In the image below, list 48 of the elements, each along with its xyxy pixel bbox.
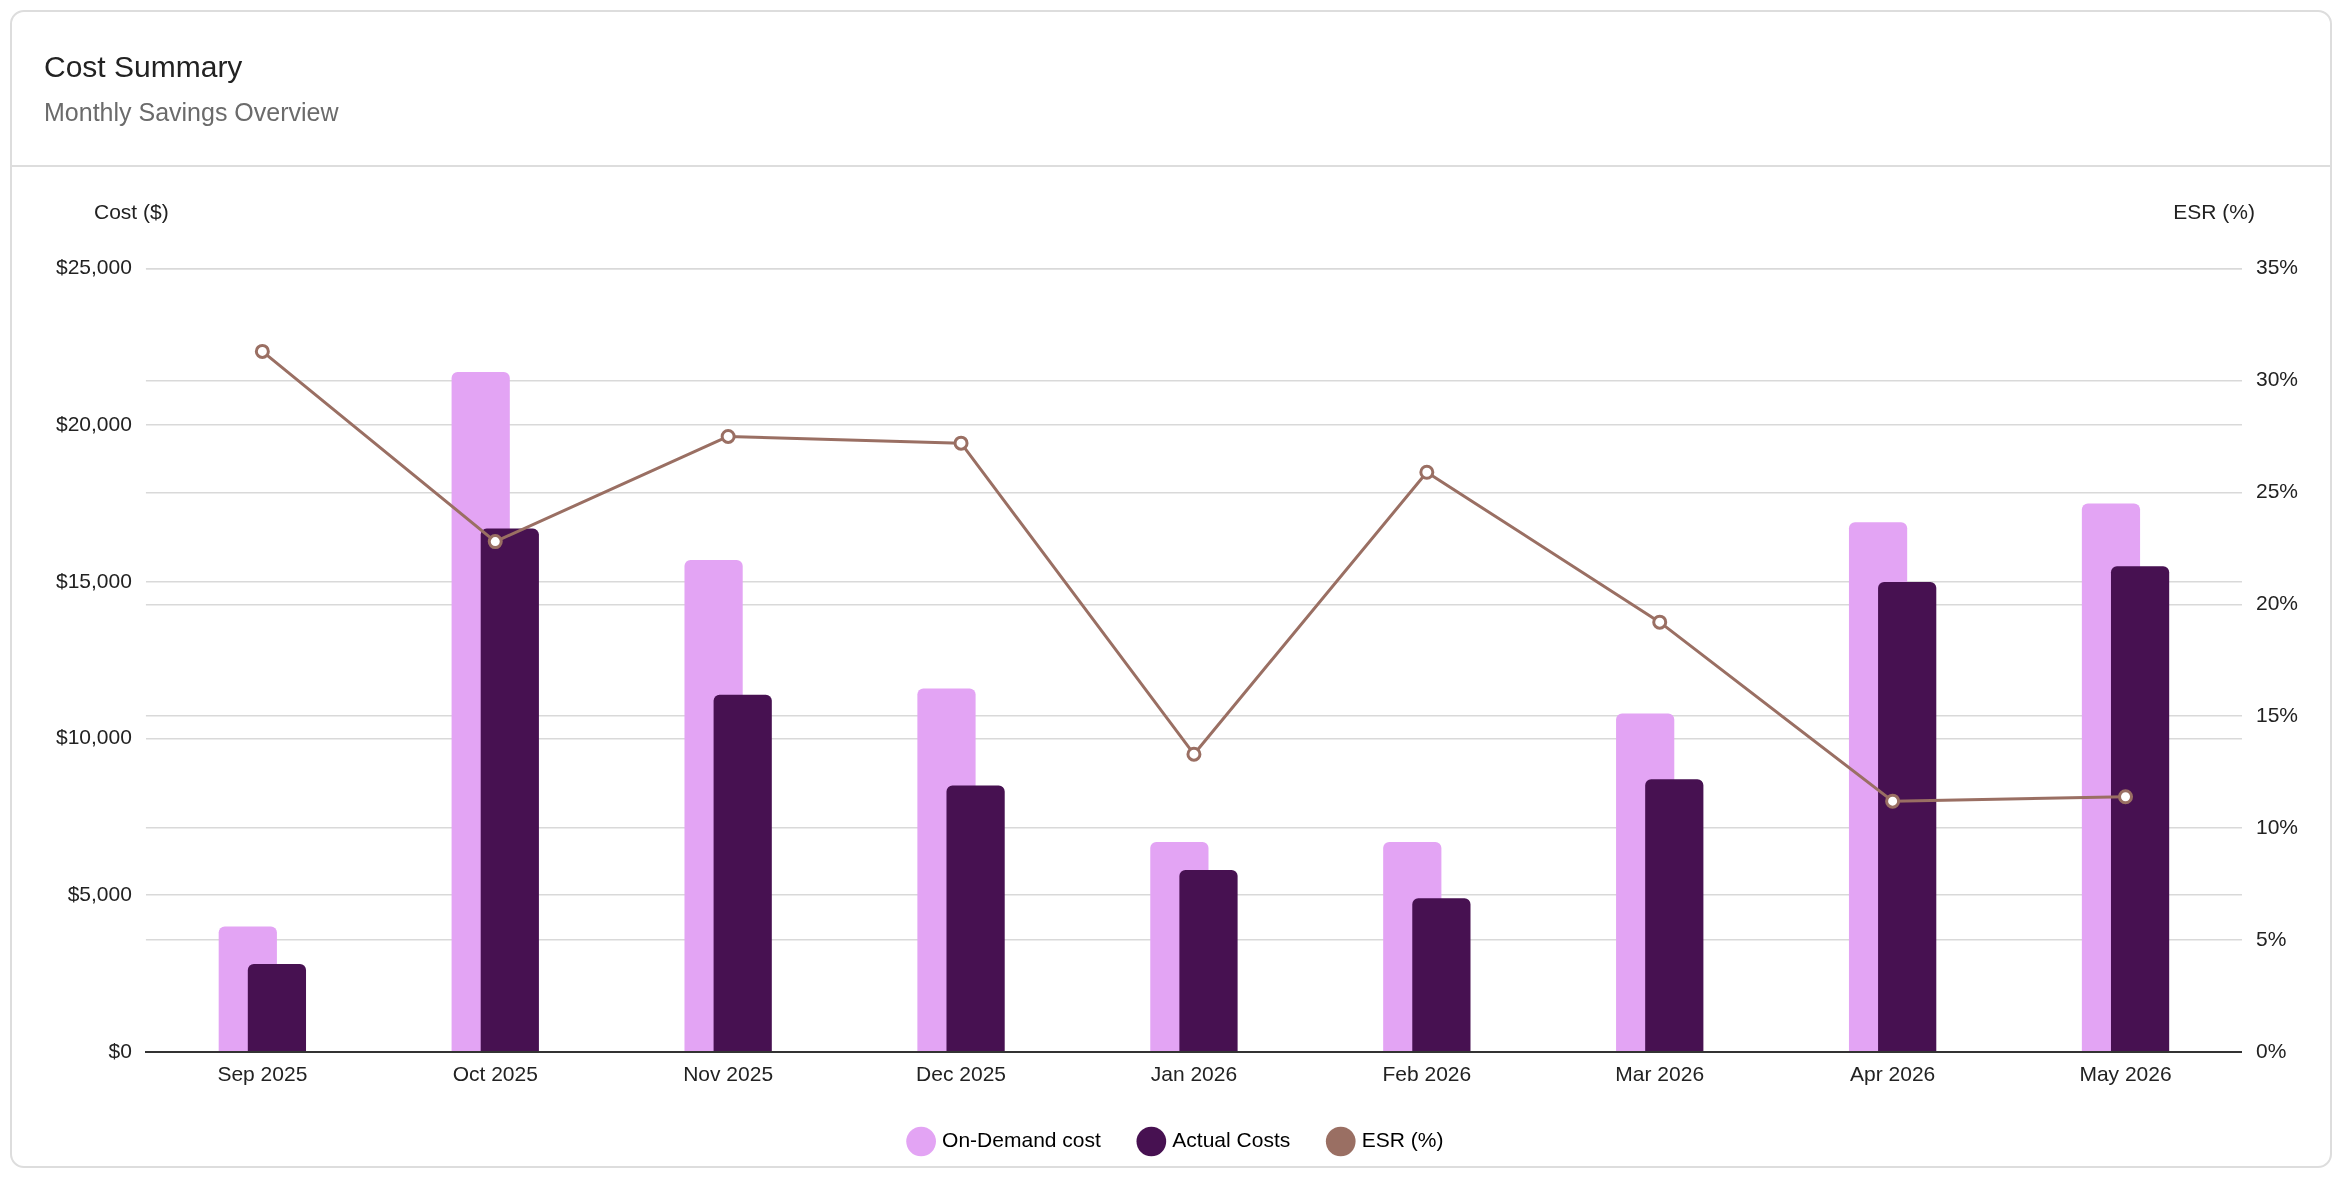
- x-tick-label: Dec 2025: [916, 1062, 1006, 1086]
- x-tick-label: May 2026: [2079, 1062, 2172, 1086]
- x-tick-label: Feb 2026: [1382, 1062, 1472, 1086]
- point: [720, 428, 736, 444]
- legend-label: ESR (%): [1361, 1128, 1444, 1152]
- point: [953, 435, 969, 451]
- y-tick-label: $15,000: [55, 568, 132, 592]
- y2-tick-label: 0%: [2255, 1038, 2287, 1062]
- x-tick-label: Sep 2025: [217, 1062, 308, 1086]
- bar: [1412, 898, 1471, 1052]
- bar: [2110, 566, 2170, 1052]
- y-tick-label: $5,000: [67, 881, 132, 905]
- y2-tick-label: 20%: [2255, 591, 2298, 615]
- legend-label: On-Demand cost: [942, 1128, 1102, 1152]
- y-tick-label: $0: [108, 1038, 132, 1062]
- y-tick-label: $20,000: [55, 412, 132, 436]
- point: [487, 534, 503, 550]
- point: [1885, 793, 1901, 809]
- x-tick-label: Mar 2026: [1615, 1062, 1705, 1086]
- bar: [1878, 581, 1937, 1052]
- bar: [946, 785, 1005, 1052]
- bar: [713, 694, 772, 1052]
- bar: [480, 528, 539, 1052]
- bar: [247, 964, 307, 1052]
- y2-tick-label: 15%: [2255, 702, 2298, 726]
- point: [1419, 464, 1435, 480]
- y2-tick-label: 35%: [2255, 255, 2298, 279]
- x-tick-label: Apr 2026: [1850, 1062, 1936, 1086]
- point: [1652, 614, 1668, 630]
- point: [2118, 789, 2134, 805]
- y2-tick-label: 30%: [2255, 367, 2298, 391]
- bar: [1179, 870, 1238, 1052]
- y2-tick-label: 10%: [2255, 814, 2298, 838]
- chart-title: Cost Summary: [44, 49, 244, 84]
- bar: [1645, 779, 1704, 1052]
- y-axis-title: Cost ($): [94, 200, 169, 224]
- y2-tick-label: 5%: [2255, 926, 2287, 950]
- x-tick-label: Oct 2025: [452, 1062, 538, 1086]
- y-tick-label: $25,000: [55, 255, 132, 279]
- point: [1186, 746, 1202, 762]
- x-tick-label: Nov 2025: [683, 1062, 774, 1086]
- y2-tick-label: 25%: [2255, 479, 2298, 503]
- chart-subtitle: Monthly Savings Overview: [44, 98, 340, 127]
- y-tick-label: $10,000: [55, 725, 132, 749]
- x-tick-label: Jan 2026: [1150, 1062, 1238, 1086]
- y2-axis-title: ESR (%): [2173, 200, 2255, 224]
- point: [254, 343, 270, 359]
- legend-label: Actual Costs: [1172, 1128, 1291, 1152]
